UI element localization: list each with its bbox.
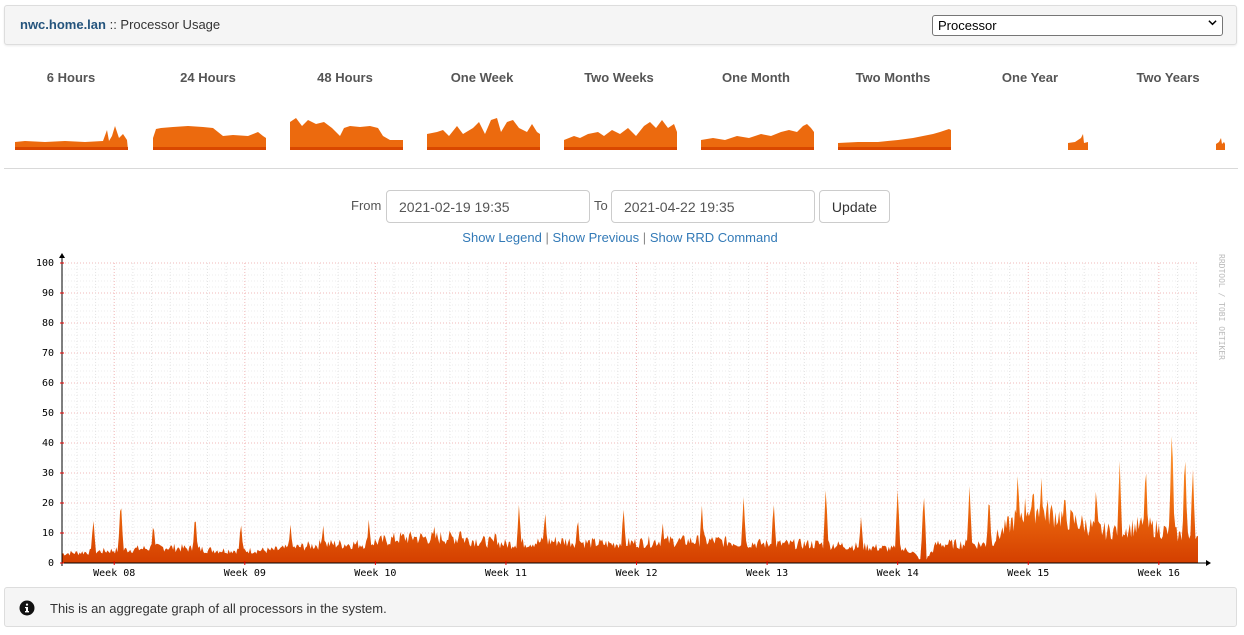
y-tick-label: 60	[42, 378, 54, 389]
graph-grid	[62, 262, 1198, 564]
thumbnail-baseline	[564, 147, 677, 150]
y-tick-label: 40	[42, 438, 54, 449]
x-tick-label: Week 13	[746, 568, 788, 579]
x-tick-label: Week 11	[485, 568, 527, 579]
show-previous-link[interactable]: Show Previous	[552, 230, 640, 245]
range-label-24-hours[interactable]: 24 Hours	[180, 70, 236, 85]
x-tick-label: Week 15	[1007, 568, 1049, 579]
x-tick-label: Week 14	[877, 568, 919, 579]
host-link[interactable]: nwc.home.lan	[20, 17, 106, 32]
breadcrumb-separator: ::	[105, 17, 121, 32]
thumbnail-two-months[interactable]	[838, 98, 951, 150]
thumbnail-one-year[interactable]	[975, 98, 1088, 150]
thumbnail-area	[1068, 134, 1088, 150]
thumbnail-area	[427, 118, 540, 150]
info-panel: This is an aggregate graph of all proces…	[4, 587, 1237, 627]
x-axis-arrow	[1206, 560, 1211, 566]
thumbnail-area	[564, 120, 677, 150]
from-label: From	[351, 198, 382, 213]
thumbnail-24-hours[interactable]	[153, 98, 266, 150]
x-tick-label: Week 16	[1138, 568, 1180, 579]
range-label-one-month[interactable]: One Month	[722, 70, 790, 85]
thumbnail-two-years[interactable]	[1112, 98, 1225, 150]
thumbnail-area	[153, 126, 266, 150]
usage-area-series	[62, 436, 1198, 563]
y-tick-label: 70	[42, 348, 54, 359]
y-tick-label: 0	[48, 558, 54, 569]
thumbnail-area	[701, 124, 814, 150]
y-tick-label: 20	[42, 498, 54, 509]
y-axis-labels: 0 10 20 30 40 50 60 70 80 90 100	[36, 258, 64, 569]
to-date-input[interactable]: 2021-04-22 19:35	[611, 190, 815, 223]
thumbnail-one-month[interactable]	[701, 98, 814, 150]
thumbnail-area	[838, 129, 951, 150]
show-legend-link[interactable]: Show Legend	[462, 230, 542, 245]
thumbnail-area	[1216, 138, 1225, 150]
info-text: This is an aggregate graph of all proces…	[50, 601, 387, 616]
from-date-input[interactable]: 2021-02-19 19:35	[386, 190, 590, 223]
plugin-select[interactable]: Processor	[932, 15, 1223, 36]
range-label-two-years[interactable]: Two Years	[1136, 70, 1200, 85]
graph-options-links: Show Legend | Show Previous | Show RRD C…	[0, 230, 1240, 245]
x-tick-label: Week 10	[354, 568, 396, 579]
x-tick-label: Week 09	[224, 568, 266, 579]
header-bar: nwc.home.lan :: Processor Usage Processo…	[4, 5, 1237, 45]
rrdtool-watermark: RRDTOOL / TOBI OETIKER	[1217, 254, 1226, 360]
range-label-two-months[interactable]: Two Months	[855, 70, 931, 85]
y-tick-label: 100	[36, 258, 54, 269]
info-icon	[19, 600, 35, 616]
thumbnail-6-hours[interactable]	[15, 98, 128, 150]
x-tick-label: Week 12	[615, 568, 657, 579]
update-button[interactable]: Update	[819, 190, 890, 223]
thumbnail-baseline	[290, 147, 403, 150]
thumbnail-area	[290, 118, 403, 150]
thumbnail-baseline	[15, 147, 128, 150]
range-label-6-hours[interactable]: 6 Hours	[46, 70, 96, 85]
x-tick-label: Week 08	[93, 568, 135, 579]
range-label-48-hours[interactable]: 48 Hours	[317, 70, 373, 85]
to-label: To	[594, 198, 608, 213]
range-label-one-year[interactable]: One Year	[1001, 70, 1059, 85]
y-tick-label: 50	[42, 408, 54, 419]
y-tick-label: 80	[42, 318, 54, 329]
x-axis-labels: Week 08 Week 09 Week 10 Week 11 Week 12 Week …	[93, 561, 1180, 579]
range-label-one-week[interactable]: One Week	[450, 70, 514, 85]
y-tick-label: 10	[42, 528, 54, 539]
link-divider: |	[642, 230, 647, 245]
y-axis-arrow	[59, 253, 65, 258]
thumbnail-baseline	[153, 147, 266, 150]
thumbnail-area	[15, 126, 128, 150]
thumbnail-baseline	[701, 147, 814, 150]
thumbnail-one-week[interactable]	[427, 98, 540, 150]
thumbnail-baseline	[838, 147, 951, 150]
chevron-down-icon	[1208, 20, 1217, 26]
y-tick-label: 30	[42, 468, 54, 479]
link-divider: |	[545, 230, 549, 245]
breadcrumb: nwc.home.lan :: Processor Usage	[20, 17, 220, 32]
thumbnail-baseline	[427, 147, 540, 150]
thumbnail-48-hours[interactable]	[290, 98, 403, 150]
plugin-select-value: Processor	[938, 18, 997, 33]
range-label-two-weeks[interactable]: Two Weeks	[584, 70, 654, 85]
y-tick-label: 90	[42, 288, 54, 299]
thumbnail-two-weeks[interactable]	[564, 98, 677, 150]
page-title: Processor Usage	[120, 17, 221, 32]
divider	[4, 168, 1238, 169]
graph-axes	[59, 253, 1211, 566]
show-rrd-command-link[interactable]: Show RRD Command	[649, 230, 778, 245]
